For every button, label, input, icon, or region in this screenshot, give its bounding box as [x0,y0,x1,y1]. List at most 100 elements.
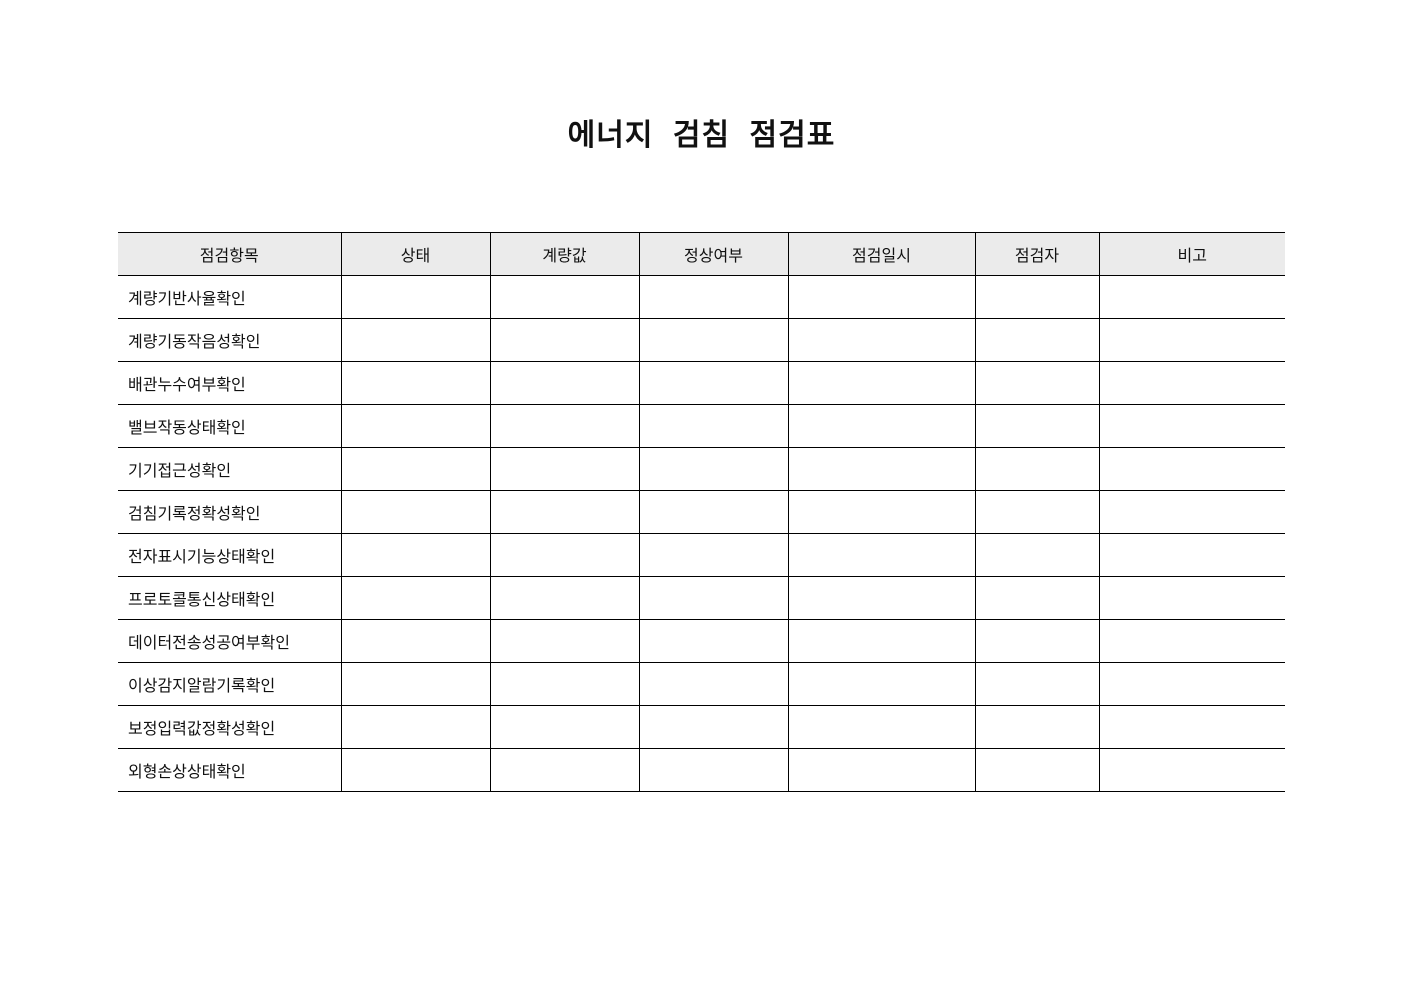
entry-cell[interactable] [787,361,975,405]
entry-cell[interactable] [1098,404,1285,448]
entry-cell[interactable] [974,361,1099,405]
inspection-item: 외형손상상태확인 [118,748,341,792]
entry-cell[interactable] [638,576,788,620]
table-row: 검침기록정확성확인 [118,490,1285,534]
inspection-item: 프로토콜통신상태확인 [118,576,341,620]
entry-cell[interactable] [974,705,1099,749]
entry-cell[interactable] [1098,318,1285,362]
entry-cell[interactable] [974,404,1099,448]
entry-cell[interactable] [489,533,639,577]
entry-cell[interactable] [1098,662,1285,706]
entry-cell[interactable] [489,318,639,362]
entry-cell[interactable] [638,361,788,405]
entry-cell[interactable] [489,705,639,749]
column-header: 점검자 [974,232,1099,276]
table-row: 계량기동작음성확인 [118,318,1285,362]
entry-cell[interactable] [1098,705,1285,749]
entry-cell[interactable] [974,533,1099,577]
entry-cell[interactable] [1098,275,1285,319]
table-row: 보정입력값정확성확인 [118,705,1285,749]
table-row: 전자표시기능상태확인 [118,533,1285,577]
inspection-item: 배관누수여부확인 [118,361,341,405]
inspection-item: 전자표시기능상태확인 [118,533,341,577]
inspection-item: 밸브작동상태확인 [118,404,341,448]
entry-cell[interactable] [974,576,1099,620]
entry-cell[interactable] [974,275,1099,319]
entry-cell[interactable] [787,275,975,319]
entry-cell[interactable] [787,490,975,534]
entry-cell[interactable] [974,662,1099,706]
entry-cell[interactable] [638,404,788,448]
entry-cell[interactable] [787,447,975,491]
inspection-item: 계량기반사율확인 [118,275,341,319]
entry-cell[interactable] [340,705,490,749]
inspection-item: 보정입력값정확성확인 [118,705,341,749]
entry-cell[interactable] [787,619,975,663]
entry-cell[interactable] [340,447,490,491]
page-title: 에너지 검침 점검표 [567,118,836,153]
table-row: 배관누수여부확인 [118,361,1285,405]
entry-cell[interactable] [489,447,639,491]
entry-cell[interactable] [974,748,1099,792]
table-row: 외형손상상태확인 [118,748,1285,792]
entry-cell[interactable] [787,576,975,620]
table-row: 프로토콜통신상태확인 [118,576,1285,620]
entry-cell[interactable] [787,662,975,706]
entry-cell[interactable] [638,533,788,577]
entry-cell[interactable] [974,447,1099,491]
entry-cell[interactable] [638,705,788,749]
entry-cell[interactable] [638,275,788,319]
header-row: 점검항목 상태 계량값 정상여부 점검일시 점검자 비고 [118,232,1285,276]
entry-cell[interactable] [489,576,639,620]
entry-cell[interactable] [1098,533,1285,577]
entry-cell[interactable] [489,619,639,663]
inspection-item: 검침기록정확성확인 [118,490,341,534]
entry-cell[interactable] [340,404,490,448]
entry-cell[interactable] [974,619,1099,663]
inspection-item: 계량기동작음성확인 [118,318,341,362]
entry-cell[interactable] [340,490,490,534]
entry-cell[interactable] [340,619,490,663]
entry-cell[interactable] [1098,748,1285,792]
table-row: 밸브작동상태확인 [118,404,1285,448]
entry-cell[interactable] [340,361,490,405]
entry-cell[interactable] [340,748,490,792]
entry-cell[interactable] [489,361,639,405]
entry-cell[interactable] [1098,447,1285,491]
inspection-item: 이상감지알람기록확인 [118,662,341,706]
column-header: 점검일시 [787,232,975,276]
entry-cell[interactable] [1098,619,1285,663]
entry-cell[interactable] [340,576,490,620]
entry-cell[interactable] [787,705,975,749]
entry-cell[interactable] [787,533,975,577]
entry-cell[interactable] [1098,361,1285,405]
entry-cell[interactable] [1098,576,1285,620]
entry-cell[interactable] [638,318,788,362]
table-row: 계량기반사율확인 [118,275,1285,319]
column-header: 상태 [340,232,490,276]
inspection-item: 데이터전송성공여부확인 [118,619,341,663]
inspection-table: 점검항목 상태 계량값 정상여부 점검일시 점검자 비고 계량기반사율확인 계량기동작음성확인… [118,232,1285,792]
entry-cell[interactable] [787,748,975,792]
entry-cell[interactable] [787,318,975,362]
entry-cell[interactable] [638,619,788,663]
entry-cell[interactable] [340,318,490,362]
entry-cell[interactable] [340,533,490,577]
entry-cell[interactable] [974,318,1099,362]
entry-cell[interactable] [489,748,639,792]
entry-cell[interactable] [489,275,639,319]
entry-cell[interactable] [638,748,788,792]
column-header: 비고 [1098,232,1285,276]
entry-cell[interactable] [489,404,639,448]
entry-cell[interactable] [489,662,639,706]
entry-cell[interactable] [638,662,788,706]
entry-cell[interactable] [340,662,490,706]
entry-cell[interactable] [638,447,788,491]
entry-cell[interactable] [1098,490,1285,534]
entry-cell[interactable] [638,490,788,534]
entry-cell[interactable] [489,490,639,534]
entry-cell[interactable] [974,490,1099,534]
entry-cell[interactable] [340,275,490,319]
entry-cell[interactable] [787,404,975,448]
column-header: 계량값 [489,232,639,276]
